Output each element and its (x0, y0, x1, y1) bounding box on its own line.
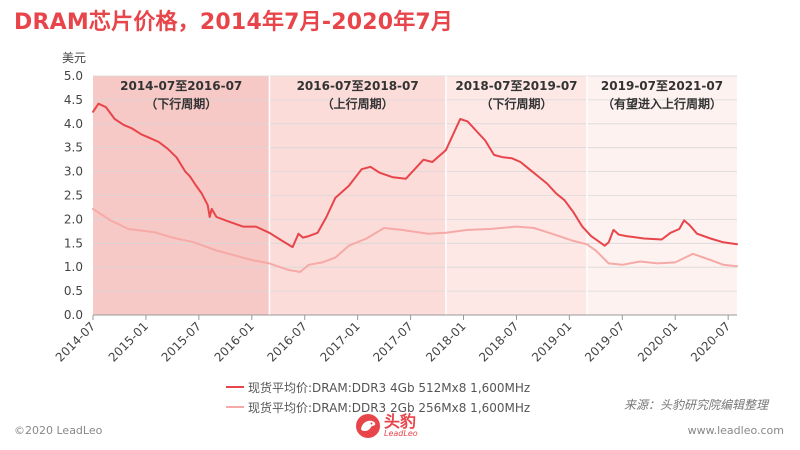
x-tick-label: 2020-07 (688, 319, 733, 364)
copyright-text: ©2020 LeadLeo (14, 424, 103, 437)
x-tick-label: 2017-01 (317, 319, 362, 364)
y-tick-label: 5.0 (64, 69, 83, 83)
period-label-3: 2018-07至2019-07 (455, 79, 577, 93)
period-label-4: 2019-07至2021-07 (601, 79, 723, 93)
x-tick-label: 2016-07 (264, 319, 309, 364)
y-tick-label: 3.0 (64, 165, 83, 179)
website-text: www.leadleo.com (687, 424, 784, 437)
x-tick-label: 2015-07 (159, 319, 204, 364)
series-line-ddr3-2gb (92, 207, 738, 273)
logo-name: 头豹 (384, 412, 417, 431)
y-tick-label: 3.5 (64, 141, 83, 155)
period-sublabel-1: （下行周期） (145, 96, 217, 111)
y-tick-label: 2.0 (64, 212, 83, 226)
legend-swatch-ddr3-2gb (226, 406, 244, 408)
legend-label-ddr3-4gb: 现货平均价:DRAM:DDR3 4Gb 512Mx8 1,600MHz (248, 380, 531, 395)
x-tick-label: 2019-07 (582, 319, 627, 364)
legend-item-ddr3-2gb: 现货平均价:DRAM:DDR3 2Gb 256Mx8 1,600MHz (226, 397, 530, 417)
y-tick-label: 1.0 (64, 260, 83, 274)
leadleo-logo: 头豹 LeadLeo (356, 414, 418, 438)
period-sublabel-4: （有望进入上行周期） (602, 96, 722, 111)
leopard-icon (356, 414, 380, 438)
y-tick-label: 1.5 (64, 236, 83, 250)
y-tick-label: 4.0 (64, 117, 83, 131)
page-title: DRAM芯片价格，2014年7月-2020年7月 (14, 10, 454, 35)
x-tick-label: 2019-01 (529, 319, 574, 364)
x-tick-label: 2020-01 (635, 319, 680, 364)
x-tick-label: 2017-07 (370, 319, 415, 364)
period-label-1: 2014-07至2016-07 (120, 79, 242, 93)
y-tick-label: 2.5 (64, 189, 83, 203)
logo-text: 头豹 LeadLeo (384, 414, 418, 438)
y-tick-label: 0.0 (64, 308, 83, 322)
legend-item-ddr3-4gb: 现货平均价:DRAM:DDR3 4Gb 512Mx8 1,600MHz (226, 377, 530, 397)
legend-label-ddr3-2gb: 现货平均价:DRAM:DDR3 2Gb 256Mx8 1,600MHz (248, 400, 531, 415)
period-sublabel-3: （下行周期） (480, 96, 552, 111)
y-tick-label: 0.5 (64, 284, 83, 298)
x-tick-label: 2018-07 (476, 319, 521, 364)
x-tick-label: 2014-07 (53, 319, 98, 364)
series-line-ddr3-4gb (92, 102, 738, 249)
x-tick-label: 2018-01 (423, 319, 468, 364)
source-note: 来源：头豹研究院编辑整理 (623, 398, 768, 412)
x-tick-label: 2015-01 (106, 319, 151, 364)
chart-legend: 现货平均价:DRAM:DDR3 4Gb 512Mx8 1,600MHz 现货平均… (226, 377, 530, 417)
leopard-icon-glyph (361, 420, 376, 431)
y-axis-label: 美元 (62, 51, 86, 65)
x-tick-label: 2016-01 (212, 319, 257, 364)
period-label-2: 2016-07至2018-07 (297, 79, 419, 93)
y-tick-label: 4.5 (64, 93, 83, 107)
period-sublabel-2: （上行周期） (322, 96, 394, 111)
logo-subtitle: LeadLeo (384, 429, 418, 438)
legend-swatch-ddr3-4gb (226, 386, 244, 388)
